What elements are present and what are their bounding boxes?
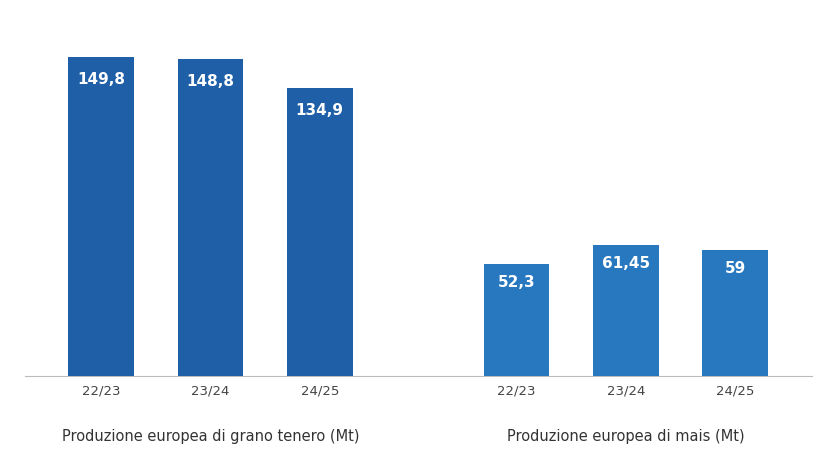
Bar	[287, 88, 352, 376]
Text: 149,8: 149,8	[77, 72, 125, 87]
Text: Produzione europea di grano tenero (Mt): Produzione europea di grano tenero (Mt)	[61, 429, 359, 444]
Bar	[483, 265, 549, 376]
Text: 52,3: 52,3	[497, 275, 535, 290]
Text: Produzione europea di mais (Mt): Produzione europea di mais (Mt)	[506, 429, 744, 444]
Text: 134,9: 134,9	[296, 103, 343, 118]
Text: 59: 59	[724, 261, 745, 276]
Bar	[178, 59, 243, 376]
Text: 148,8: 148,8	[186, 74, 234, 89]
Bar	[702, 250, 767, 376]
Bar	[592, 245, 658, 376]
Bar	[68, 57, 133, 376]
Text: 61,45: 61,45	[601, 255, 649, 270]
